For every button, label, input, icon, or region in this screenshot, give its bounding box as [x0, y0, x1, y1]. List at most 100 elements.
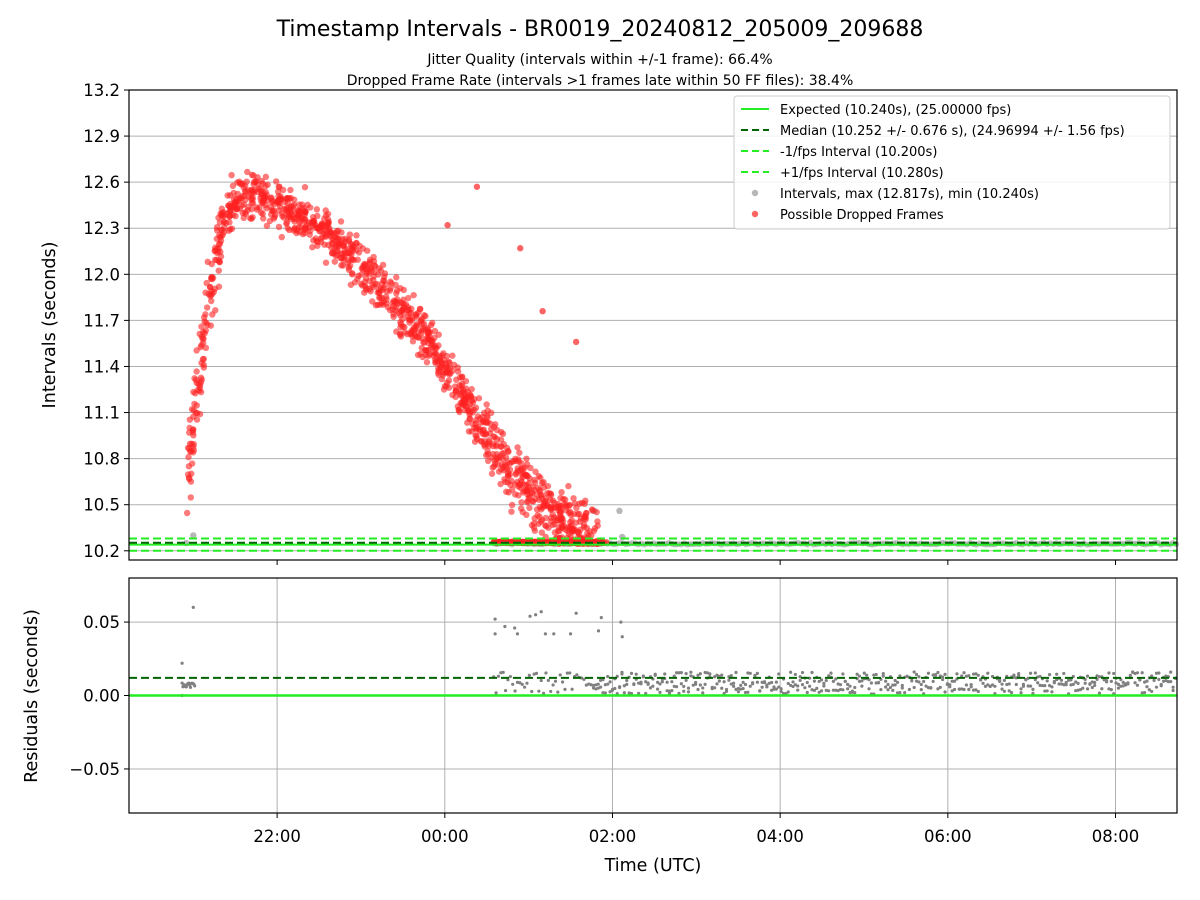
residual-point: [1055, 672, 1059, 676]
residual-point: [1093, 680, 1097, 685]
dropped-frame-point: [250, 172, 257, 179]
residual-point: [748, 684, 752, 688]
residual-point: [808, 684, 812, 688]
residual-point: [838, 687, 843, 692]
residual-point: [938, 685, 942, 689]
residual-point: [926, 686, 931, 690]
dropped-frame-point: [313, 206, 321, 213]
residual-point: [522, 685, 527, 689]
dropped-frame-point: [424, 324, 431, 332]
residual-point: [701, 686, 705, 690]
residual-point: [622, 691, 626, 695]
dropped-frame-point: [193, 402, 200, 409]
residual-point: [1150, 674, 1154, 678]
dropped-frame-point: [286, 226, 293, 234]
residual-point: [862, 671, 866, 675]
dropped-frame-point: [528, 522, 536, 529]
residual-point: [720, 673, 724, 677]
dropped-frame-point: [529, 497, 536, 505]
dropped-frame-point: [193, 368, 200, 375]
dropped-frame-point: [419, 335, 426, 342]
dropped-frame-point: [489, 442, 497, 450]
residual-point: [558, 673, 562, 677]
residual-point: [917, 675, 921, 679]
dropped-frame-point: [490, 463, 498, 470]
residual-point: [1150, 689, 1154, 694]
residual-point: [760, 685, 764, 689]
residual-point: [563, 687, 567, 691]
residual-point: [670, 680, 674, 684]
dropped-frame-point: [398, 299, 406, 307]
dropped-frame-point: [232, 204, 240, 211]
residual-point: [865, 673, 869, 677]
residual-point: [803, 686, 807, 690]
residual-point: [960, 674, 964, 678]
residual-point: [1112, 671, 1116, 676]
dropped-frame-point: [334, 251, 341, 259]
dropped-frame-point: [339, 250, 346, 258]
residual-point: [1052, 679, 1056, 684]
dropped-frame-point: [212, 307, 219, 314]
residual-point: [1043, 689, 1047, 693]
residual-point: [549, 689, 553, 694]
dropped-frame-point: [227, 208, 234, 215]
residual-point: [1093, 683, 1097, 688]
dropped-frame-point: [482, 452, 490, 459]
residuals-ylabel: Residuals (seconds): [22, 609, 42, 783]
residual-point: [599, 616, 603, 620]
dropped-frame-point: [393, 274, 400, 281]
residual-point: [1028, 671, 1033, 675]
residual-point: [962, 687, 966, 692]
dropped-frame-point: [429, 319, 436, 327]
residual-point: [846, 687, 850, 691]
residual-point: [948, 683, 952, 687]
residual-point: [727, 678, 731, 682]
dropped-frame-point: [306, 204, 314, 211]
dropped-frame-point: [200, 364, 208, 371]
dropped-frame-point: [322, 223, 330, 231]
residual-point: [670, 689, 674, 693]
residuals-xtick-label: 08:00: [1092, 827, 1140, 846]
dropped-frame-point: [338, 262, 345, 269]
dropped-frame-point: [291, 225, 298, 233]
residual-point: [895, 691, 900, 695]
residual-point: [962, 671, 966, 675]
residual-point: [867, 678, 871, 682]
dropped-frame-point: [570, 495, 577, 502]
residual-point: [1019, 687, 1023, 691]
dropped-frame-point: [569, 527, 577, 534]
dropped-frame-point: [203, 304, 211, 311]
residual-point: [618, 685, 622, 690]
time-xlabel: Time (UTC): [604, 856, 702, 876]
dropped-frame-point: [274, 188, 282, 195]
residual-point: [931, 679, 935, 684]
dropped-frame-point: [500, 441, 508, 448]
residual-point: [779, 687, 783, 691]
dropped-frame-point: [204, 258, 211, 266]
dropped-frame-point: [512, 481, 519, 488]
residual-point: [513, 626, 517, 630]
residual-point: [1062, 683, 1066, 687]
intervals-ytick-label: 11.4: [83, 357, 120, 376]
residual-point: [886, 682, 890, 687]
residual-point: [933, 673, 938, 678]
dropped-frame-point: [509, 486, 516, 493]
dropped-frame-point: [353, 232, 360, 239]
dropped-frame-point: [216, 219, 224, 226]
dropped-frame-point: [444, 369, 452, 376]
dropped-frame-point: [335, 235, 343, 243]
dropped-frame-point: [344, 249, 352, 257]
dropped-frame-point: [249, 196, 256, 203]
dropped-frame-point: [572, 338, 580, 346]
residual-point: [836, 689, 840, 693]
residual-point: [663, 672, 667, 676]
residual-point: [552, 632, 556, 636]
residual-point: [1019, 691, 1023, 695]
dropped-frame-point: [258, 177, 265, 185]
residual-point: [789, 683, 793, 687]
dropped-frame-point: [373, 280, 381, 288]
residual-point: [684, 678, 688, 682]
residual-point: [988, 684, 992, 688]
residual-point: [779, 689, 783, 694]
